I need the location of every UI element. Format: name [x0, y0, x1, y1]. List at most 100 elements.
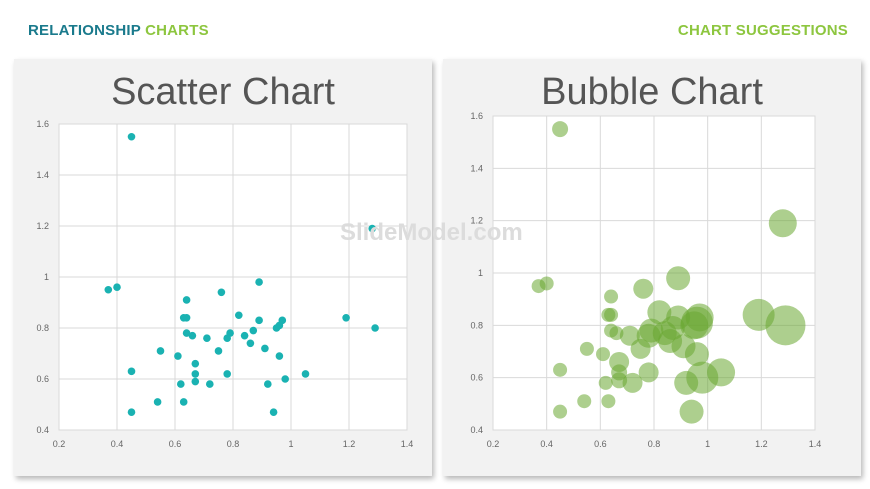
scatter-point — [301, 370, 310, 378]
y-tick-label: 1 — [478, 268, 483, 278]
scatter-point — [174, 352, 182, 360]
bubble-point — [666, 266, 691, 291]
scatter-point — [191, 359, 200, 368]
scatter-point — [182, 296, 191, 304]
x-tick-label: 1.2 — [343, 439, 356, 449]
section-title: RELATIONSHIP CHARTS — [28, 22, 209, 39]
scatter-point — [127, 367, 136, 376]
scatter-point — [104, 285, 113, 294]
scatter-point — [182, 314, 191, 322]
bubble-point — [765, 305, 806, 346]
y-tick-label: 1.2 — [36, 221, 49, 231]
scatter-point — [127, 408, 136, 416]
bubble-point — [680, 311, 709, 340]
scatter-point — [113, 283, 121, 291]
y-tick-label: 1.4 — [36, 170, 49, 180]
bubble-point — [604, 289, 619, 304]
bubble-point — [552, 121, 569, 138]
scatter-chart-panel: Scatter Chart 0.2 0.4 0.6 0.8 1 1.2 1.4 0.4 0.6 0… — [14, 59, 432, 476]
y-tick-label: 0.8 — [470, 320, 483, 330]
x-tick-label: 1 — [288, 439, 293, 449]
x-tick-label: 0.6 — [594, 439, 607, 449]
bubble-chart-title: Bubble Chart — [541, 71, 763, 113]
x-tick-label: 0.2 — [487, 439, 500, 449]
y-tick-label: 0.8 — [36, 323, 49, 333]
scatter-point — [191, 377, 200, 386]
bubble-point — [686, 361, 719, 394]
scatter-point — [371, 324, 379, 332]
scatter-chart-title: Scatter Chart — [111, 71, 335, 113]
bubble-point — [579, 341, 594, 356]
scatter-point — [182, 329, 191, 337]
x-tick-label: 0.8 — [648, 439, 661, 449]
scatter-point — [281, 375, 290, 383]
scatter-point — [261, 344, 269, 353]
bubble-point — [577, 394, 592, 409]
bubble-point — [596, 347, 611, 362]
bubble-point — [679, 399, 704, 424]
x-tick-label: 1.2 — [755, 439, 768, 449]
y-tick-label: 1.6 — [470, 111, 483, 121]
scatter-point — [203, 334, 211, 343]
bubble-point — [622, 372, 643, 393]
bubble-point — [633, 278, 654, 299]
scatter-point — [217, 288, 226, 297]
bubble-point — [638, 362, 659, 383]
scatter-point — [342, 314, 350, 322]
scatter-point — [235, 311, 243, 320]
scatter-point — [188, 331, 197, 340]
scatter-point — [177, 380, 185, 388]
bubble-chart-panel: Bubble Chart 0.2 0.4 0.6 0.8 1 1.2 1.4 0.4 0.6 0.… — [443, 59, 861, 476]
bubble-point — [553, 404, 568, 419]
scatter-point — [191, 370, 200, 378]
scatter-point — [127, 132, 136, 141]
y-tick-label: 1.4 — [470, 163, 483, 173]
scatter-point — [156, 347, 165, 355]
scatter-point — [368, 224, 377, 233]
bubble-point — [598, 375, 613, 390]
y-tick-label: 0.6 — [470, 373, 483, 383]
scatter-point — [269, 408, 278, 416]
bubble-point — [601, 394, 616, 409]
scatter-point — [240, 331, 249, 340]
scatter-point — [275, 352, 284, 360]
section-subtitle: CHART SUGGESTIONS — [677, 22, 848, 39]
y-tick-label: 1.6 — [36, 119, 49, 129]
x-tick-label: 1.4 — [809, 439, 822, 449]
x-tick-label: 1.4 — [401, 439, 414, 449]
scatter-point — [153, 398, 162, 406]
bubble-point — [553, 362, 568, 377]
bubble-point — [604, 307, 619, 322]
x-tick-label: 0.6 — [169, 439, 182, 449]
x-tick-label: 1 — [705, 439, 710, 449]
scatter-point — [223, 370, 231, 378]
scatter-point — [179, 398, 188, 406]
scatter-point — [255, 278, 263, 286]
bubble-point — [539, 276, 554, 291]
section-title-part-1: RELATIONSHIP — [28, 22, 141, 39]
section-title-part-2: CHARTS — [145, 22, 209, 39]
scatter-point — [246, 339, 255, 348]
x-tick-label: 0.8 — [227, 439, 240, 449]
scatter-point — [206, 380, 214, 388]
y-tick-label: 1.2 — [470, 216, 483, 226]
bubble-point — [684, 342, 709, 367]
x-tick-label: 0.4 — [540, 439, 553, 449]
scatter-point — [272, 324, 281, 332]
watermark-logo: SlideModel.com — [340, 219, 523, 246]
scatter-point — [264, 380, 272, 388]
y-tick-label: 0.4 — [470, 425, 483, 435]
scatter-chart-plot: 0.2 0.4 0.6 0.8 1 1.2 1.4 0.4 0.6 0.8 1 1.2 1.4 1.6 — [36, 119, 414, 449]
x-tick-label: 0.2 — [53, 439, 66, 449]
y-tick-label: 1 — [44, 272, 49, 282]
scatter-point — [214, 347, 223, 355]
scatter-point — [223, 334, 231, 343]
bubble-point — [630, 338, 651, 359]
scatter-point — [249, 326, 258, 335]
bubble-point — [647, 300, 672, 325]
scatter-point — [255, 316, 263, 325]
y-tick-label: 0.4 — [36, 425, 49, 435]
y-tick-label: 0.6 — [36, 374, 49, 384]
x-tick-label: 0.4 — [111, 439, 124, 449]
bubble-point — [768, 209, 797, 238]
